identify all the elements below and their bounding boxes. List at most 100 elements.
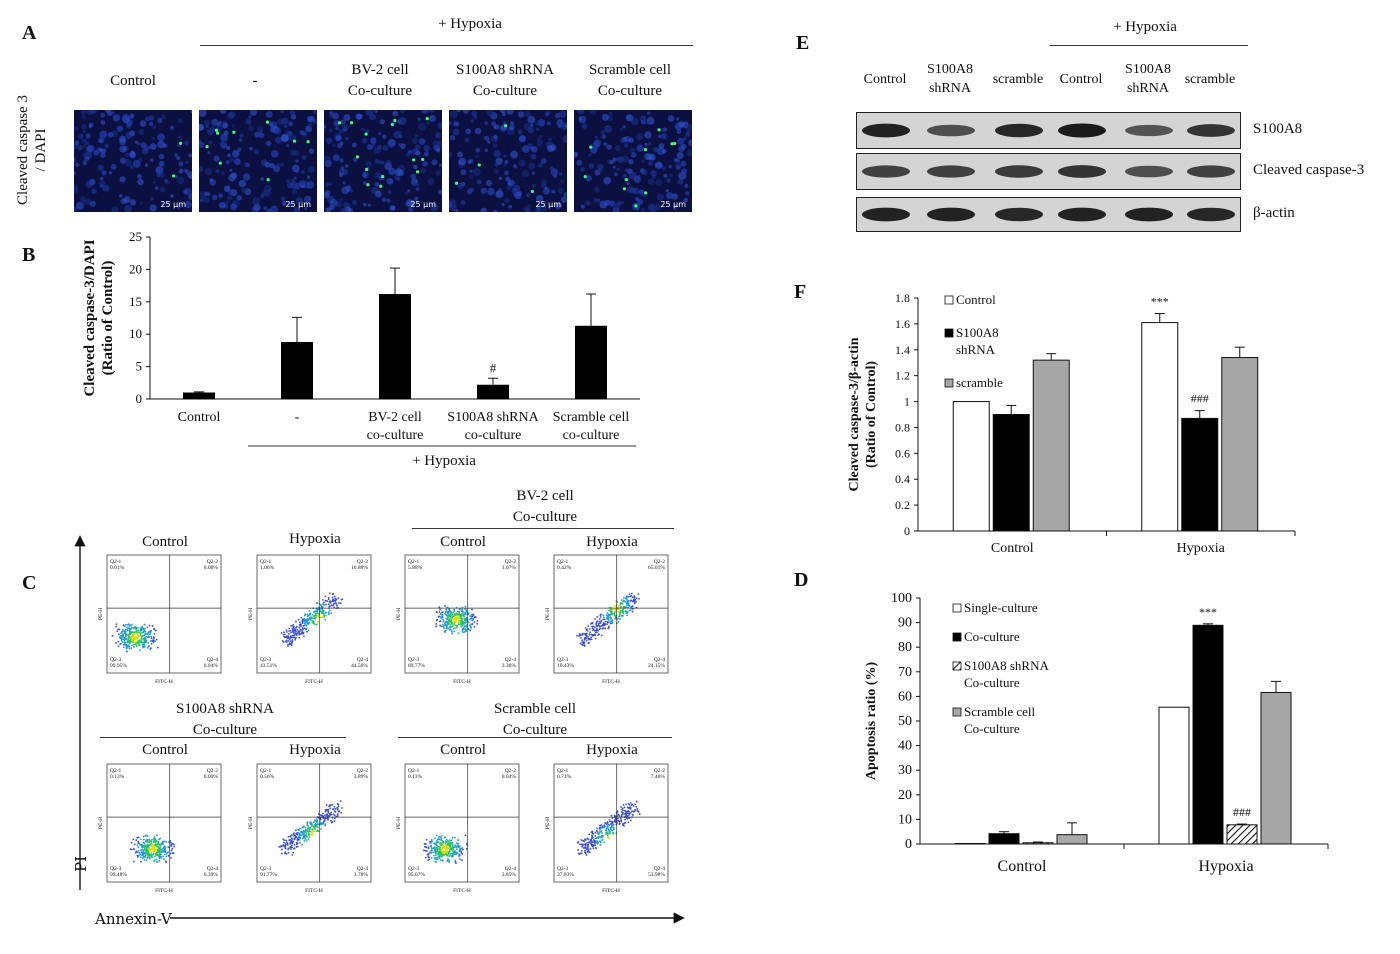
nucleus: [385, 159, 392, 166]
event-dot: [337, 805, 340, 808]
nucleus: [523, 206, 528, 212]
nucleus: [431, 159, 438, 166]
event-dot: [330, 821, 333, 824]
nucleus: [177, 176, 185, 185]
event-dot: [304, 830, 307, 832]
event-dot: [592, 625, 595, 628]
event-dot: [121, 628, 124, 631]
y-tick-label: 30: [898, 763, 912, 778]
event-dot: [457, 839, 460, 842]
significance-label: #: [490, 360, 497, 375]
event-dot: [154, 859, 156, 861]
event-dot: [291, 842, 294, 845]
event-dot: [465, 624, 468, 627]
event-dot: [309, 613, 312, 616]
event-dot: [606, 612, 609, 614]
nucleus: [269, 162, 275, 169]
nucleus: [283, 124, 288, 129]
event-dot: [463, 619, 466, 622]
event-dot: [312, 621, 315, 623]
micrograph-scramble: 25 μm: [574, 110, 692, 212]
nucleus: [596, 198, 601, 203]
nucleus: [276, 163, 281, 168]
event-dot: [447, 627, 450, 630]
nucleus: [633, 175, 641, 183]
nucleus: [88, 122, 94, 128]
event-dot: [322, 598, 324, 601]
flow-plot-title: Control: [142, 534, 188, 550]
nucleus: [616, 157, 620, 161]
nucleus: [606, 144, 612, 150]
event-dot: [127, 644, 129, 647]
scale-bar-label: 25 μm: [660, 200, 686, 209]
nucleus: [418, 138, 426, 145]
flow-group-line: [100, 737, 346, 738]
event-dot: [163, 858, 166, 861]
nucleus: [190, 110, 192, 114]
quadrant-value: 0.01%: [110, 565, 125, 571]
nucleus: [218, 193, 223, 198]
event-dot: [321, 616, 324, 619]
nucleus: [465, 128, 471, 135]
event-dot: [287, 640, 290, 642]
nucleus: [139, 201, 143, 205]
y-axis-label: (Ratio of Control): [864, 361, 879, 468]
nucleus: [112, 114, 121, 122]
event-dot: [626, 611, 629, 614]
event-dot: [284, 843, 287, 846]
event-dot: [284, 845, 287, 848]
nucleus: [345, 164, 349, 168]
quadrant-label: Q2-3: [260, 657, 272, 663]
event-dot: [158, 847, 161, 850]
event-dot: [587, 637, 590, 640]
flow-group-title: BV-2 cell Co-culture: [512, 488, 578, 525]
nucleus: [656, 166, 660, 170]
nucleus: [324, 160, 332, 168]
event-dot: [584, 838, 586, 841]
flow-y-title: PE-H: [98, 608, 104, 620]
event-dot: [328, 600, 331, 603]
event-dot: [312, 617, 314, 620]
event-dot: [439, 620, 442, 623]
event-dot: [434, 852, 437, 855]
event-dot: [470, 623, 472, 626]
y-tick-label: 15: [129, 294, 142, 309]
nucleus: [599, 200, 608, 209]
event-dot: [588, 833, 591, 836]
event-dot: [450, 619, 453, 622]
flow-group-title: Scramble cell Co-culture: [493, 701, 577, 738]
nucleus: [471, 110, 478, 117]
event-dot: [606, 832, 608, 835]
event-dot: [136, 631, 139, 633]
event-dot: [584, 849, 586, 852]
blot-svg: [862, 207, 1235, 222]
nucleus: [231, 150, 240, 158]
quadrant-label: Q2-4: [357, 866, 369, 872]
event-dot: [608, 609, 611, 612]
event-dot: [429, 842, 431, 845]
nucleus: [531, 183, 536, 188]
nucleus: [116, 125, 124, 132]
event-dot: [290, 834, 293, 837]
nucleus: [341, 168, 348, 176]
nucleus: [86, 110, 94, 115]
event-dot: [289, 842, 291, 845]
event-dot: [133, 639, 136, 642]
event-dot: [620, 806, 623, 809]
event-dot: [437, 850, 440, 853]
y-tick-label: 60: [898, 689, 912, 704]
event-dot: [326, 813, 329, 816]
event-dot: [448, 623, 451, 625]
nucleus: [505, 176, 511, 182]
event-dot: [634, 809, 637, 812]
event-dot: [293, 632, 295, 635]
event-dot: [460, 615, 463, 618]
event-dot: [299, 628, 302, 631]
event-dot: [434, 856, 437, 859]
event-dot: [626, 599, 629, 602]
event-dot: [282, 844, 285, 846]
nucleus: [536, 203, 541, 209]
blot-band: [862, 165, 910, 178]
panel-b-letter: B: [22, 244, 35, 266]
event-dot: [303, 627, 306, 630]
